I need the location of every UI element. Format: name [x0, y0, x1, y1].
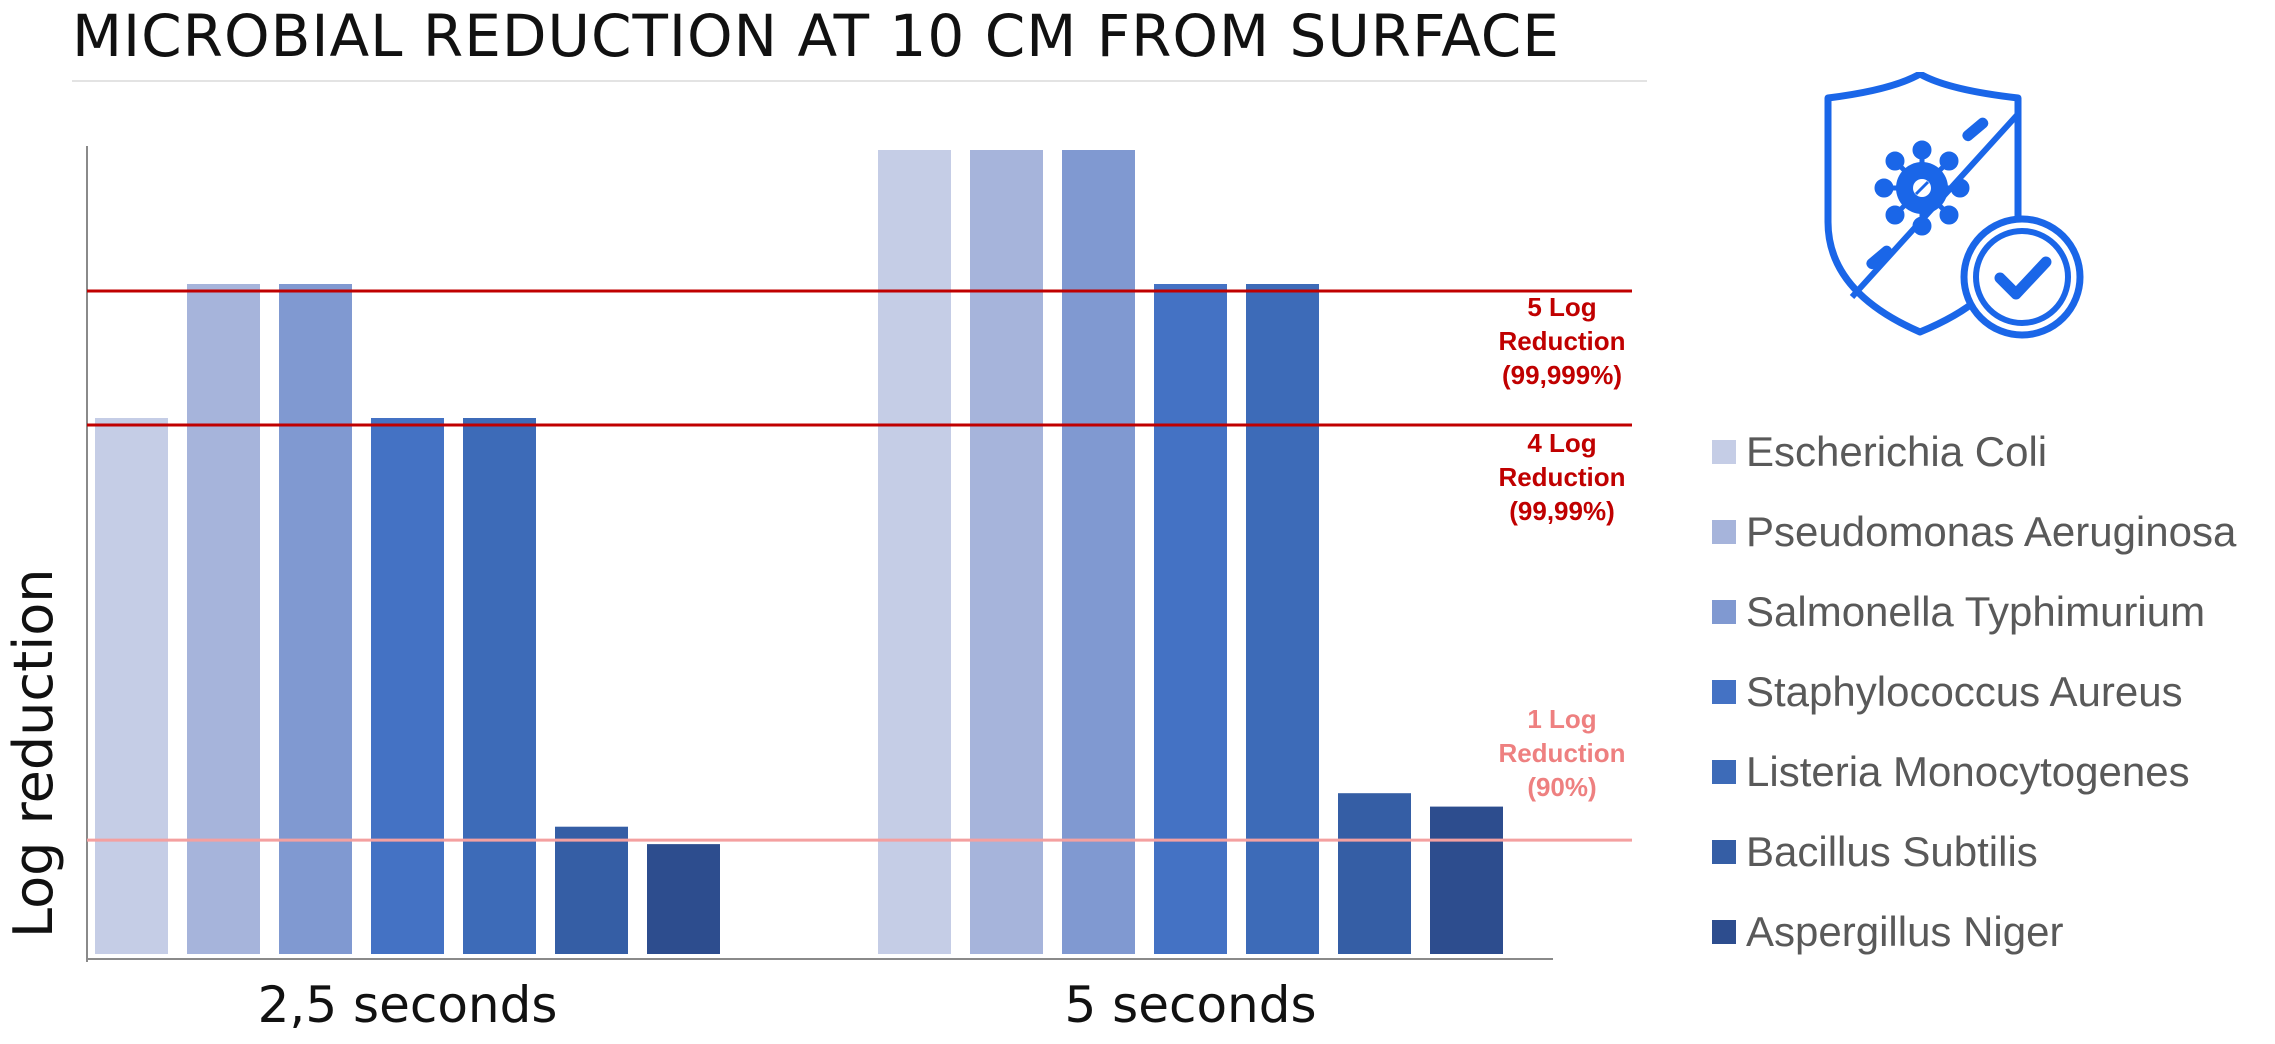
bar-staphylococcus-aureus-1: [371, 418, 444, 954]
reference-line-label: (99,999%): [1502, 360, 1622, 390]
bar-chart: 2,5 seconds 5 seconds 5 Log Reduction (99,99…: [86, 146, 1632, 1034]
reference-line-label: (99,99%): [1509, 496, 1615, 526]
bar-staphylococcus-aureus-2: [1154, 284, 1227, 954]
legend-swatch: [1712, 920, 1736, 944]
title-divider: [72, 80, 1647, 82]
legend-label: Staphylococcus Aureus: [1746, 668, 2183, 715]
legend-item: Escherichia Coli: [1712, 412, 2236, 492]
bar-escherichia-coli-2: [878, 150, 951, 954]
legend-swatch: [1712, 600, 1736, 624]
bar-listeria-monocytogenes-1: [463, 418, 536, 954]
legend-item: Staphylococcus Aureus: [1712, 652, 2236, 732]
legend-label: Listeria Monocytogenes: [1746, 748, 2190, 795]
legend-item: Pseudomonas Aeruginosa: [1712, 492, 2236, 572]
legend-label: Pseudomonas Aeruginosa: [1746, 508, 2237, 555]
virus-shield-check-icon: [1824, 72, 2084, 339]
bar-aspergillus-niger-1: [647, 844, 720, 954]
legend-swatch: [1712, 760, 1736, 784]
legend-swatch: [1712, 520, 1736, 544]
legend-label: Escherichia Coli: [1746, 428, 2048, 475]
chart-legend: Escherichia Coli Pseudomonas Aeruginosa Sa…: [1712, 412, 2236, 972]
legend-item: Aspergillus Niger: [1712, 892, 2236, 972]
legend-swatch: [1712, 440, 1736, 464]
legend-item: Bacillus Subtilis: [1712, 812, 2236, 892]
bar-pseudomonas-aeruginosa-1: [187, 284, 260, 954]
x-tick-label: 2,5 seconds: [258, 976, 558, 1034]
bar-salmonella-typhimurium-2: [1062, 150, 1135, 954]
legend-item: Listeria Monocytogenes: [1712, 732, 2236, 812]
bar-bacillus-subtilis-1: [555, 826, 628, 954]
reference-line-label: 4 Log: [1527, 428, 1596, 458]
x-tick-label: 5 seconds: [1064, 976, 1316, 1034]
chart-title: MICROBIAL REDUCTION AT 10 CM FROM SURFAC…: [72, 2, 1560, 70]
reference-line-label: Reduction: [1498, 738, 1625, 768]
bar-listeria-monocytogenes-2: [1246, 284, 1319, 954]
reference-line-label: (90%): [1527, 772, 1596, 802]
legend-label: Salmonella Typhimurium: [1746, 588, 2206, 635]
bar-salmonella-typhimurium-1: [279, 284, 352, 954]
legend-swatch: [1712, 680, 1736, 704]
legend-item: Salmonella Typhimurium: [1712, 572, 2236, 652]
bar-bacillus-subtilis-2: [1338, 793, 1411, 954]
reference-line-label: 5 Log: [1527, 292, 1596, 322]
bar-escherichia-coli-1: [95, 418, 168, 954]
bar-aspergillus-niger-2: [1430, 806, 1503, 954]
bar-pseudomonas-aeruginosa-2: [970, 150, 1043, 954]
legend-label: Bacillus Subtilis: [1746, 828, 2038, 875]
reference-line-label: 1 Log: [1527, 704, 1596, 734]
legend-swatch: [1712, 840, 1736, 864]
reference-line-label: Reduction: [1498, 326, 1625, 356]
legend-label: Aspergillus Niger: [1746, 908, 2064, 955]
reference-line-label: Reduction: [1498, 462, 1625, 492]
